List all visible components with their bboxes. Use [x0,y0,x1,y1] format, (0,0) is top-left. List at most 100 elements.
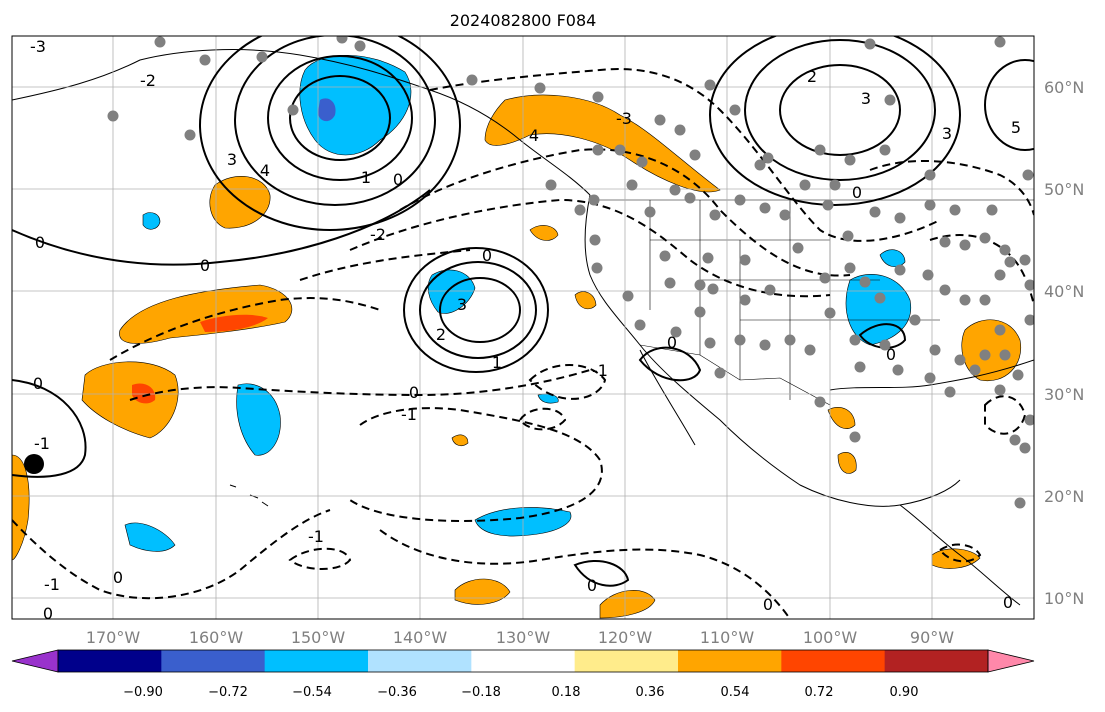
lon-tick-label: 130°W [496,628,551,647]
contour-label: -1 [592,361,608,380]
station-dot [924,372,936,384]
station-dot [729,104,741,116]
station-dot [591,262,603,274]
station-dot [879,339,891,351]
station-dot [669,184,681,196]
station-dot [107,110,119,122]
colorbar-segment [264,650,369,672]
contour-label: 0 [33,374,43,393]
contour-label: 2 [807,67,817,86]
colorbar-segment [884,650,989,672]
station-dot [354,40,366,52]
lat-tick-label: 10°N [1044,589,1084,608]
blue-region-mid [236,383,281,456]
station-dot [592,91,604,103]
coast-alaska [12,49,591,196]
contour-label: 0 [409,383,419,402]
station-dot [799,179,811,191]
station-dot [1019,254,1031,266]
map-area: -3 -2 3 4 0 0 -2 0 1 0 3 2 1 0 0 -1 -1 -… [11,35,1035,623]
station-dot [574,204,586,216]
station-dot [854,361,866,373]
station-dot [636,156,648,168]
blue-region-lower-left [124,522,176,552]
contour-label: 0 [43,604,53,623]
lon-tick-label: 140°W [393,628,448,647]
contour-label: 3 [227,150,237,169]
station-dot [1024,279,1034,291]
station-dot [654,114,666,126]
station-dot [819,272,831,284]
contour-0-northwest [12,189,431,266]
contour-label: 3 [861,89,871,108]
station-dot [704,337,716,349]
colorbar-tick-label: −0.54 [292,685,332,700]
contour-small-center-us [858,323,907,349]
station-dot [844,154,856,166]
station-dot [1024,414,1034,426]
lon-tick-label: 160°W [189,628,244,647]
station-dot [644,206,656,218]
station-dot [784,334,796,346]
dashed-contour-16 [984,395,1027,435]
colorbar-tick-label: 0.18 [552,685,581,700]
station-dot [199,54,211,66]
contour-label: 0 [35,233,45,252]
station-dot [684,192,696,204]
station-dot [994,269,1006,281]
station-dot [892,364,904,376]
lat-tick-label: 60°N [1044,78,1084,97]
station-dot [1024,314,1034,326]
station-dot [879,144,891,156]
contour-high-center-2 [419,261,537,359]
station-dot [759,202,771,214]
station-dot [588,194,600,206]
colorbar-segment [471,650,576,672]
dashed-contour-11 [938,543,982,563]
colorbar [11,649,1035,673]
station-dot [986,204,998,216]
coast-west-na [584,194,961,507]
contour-label: 4 [260,161,270,180]
contour-label: 4 [529,126,539,145]
station-dot [859,276,871,288]
station-dot [939,236,951,248]
station-dot [959,294,971,306]
contour-label: 1 [361,168,371,187]
station-dot [929,344,941,356]
orange-region-south-2 [599,590,656,619]
storm-center-marker [24,454,44,474]
dashed-contour-5 [109,297,381,361]
station-dot [659,250,671,262]
dashed-contour-9 [379,529,791,619]
colorbar-tick-label: −0.72 [208,685,248,700]
station-dot [874,292,886,304]
station-dot [184,129,196,141]
station-dot [894,264,906,276]
station-dot [545,179,557,191]
station-dot [814,144,826,156]
contour-label: 3 [457,295,467,314]
station-dot [922,269,934,281]
station-dot [614,144,626,156]
dashed-contour-4 [299,249,471,281]
station-dot [1014,497,1026,509]
blue-region-gulf-alaska [299,55,412,156]
colorbar-tick-label: 0.36 [636,685,665,700]
latitude-tick-labels: 60°N 50°N 40°N 30°N 20°N 10°N [1044,78,1084,608]
station-dot [939,284,951,296]
station-dot [842,230,854,242]
lat-tick-label: 20°N [1044,487,1084,506]
blue-small-1 [142,212,161,230]
station-dot [589,234,601,246]
dashed-contour-7 [349,407,603,522]
contour-label: -3 [30,37,46,56]
station-dot [622,290,634,302]
political-borders [590,199,1034,406]
coastlines [12,49,1034,606]
station-dot [714,367,726,379]
contour-value-labels: -3 -2 3 4 0 0 -2 0 1 0 3 2 1 0 0 -1 -1 -… [30,37,1021,623]
dashed-contour-12 [528,364,607,400]
contour-label: 0 [852,183,862,202]
station-dot [1022,169,1034,181]
